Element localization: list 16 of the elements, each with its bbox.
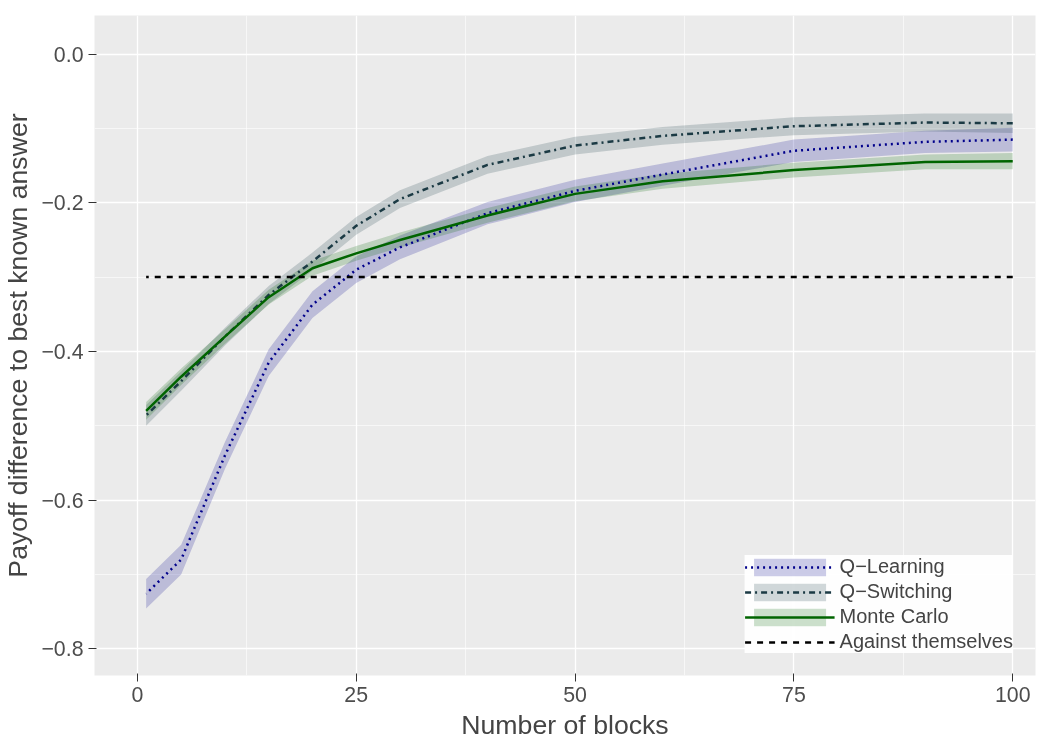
y-tick-label: 0.0 — [53, 42, 84, 67]
y-tick-label: −0.4 — [41, 339, 84, 364]
legend-label: Q−Learning — [839, 555, 945, 578]
x-tick-label: 100 — [994, 682, 1031, 707]
legend-label: Q−Switching — [839, 580, 953, 603]
x-tick-label: 50 — [563, 682, 588, 707]
x-tick-label: 25 — [344, 682, 369, 707]
legend-label: Monte Carlo — [839, 605, 949, 628]
y-tick-label: −0.8 — [41, 637, 84, 662]
y-tick-label: −0.2 — [41, 191, 84, 216]
x-tick-label: 75 — [782, 682, 806, 707]
x-axis-title: Number of blocks — [461, 709, 669, 740]
x-tick-label: 0 — [131, 682, 144, 707]
y-axis-title: Payoff difference to best known answer — [3, 113, 34, 578]
y-tick-label: −0.6 — [41, 488, 84, 513]
legend-label: Against themselves — [839, 630, 1013, 653]
